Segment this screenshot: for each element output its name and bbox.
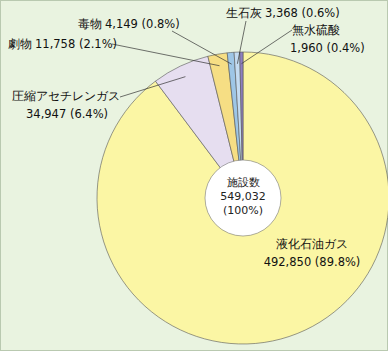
- center-text: 施設数: [227, 176, 260, 189]
- leader-line: [112, 44, 220, 66]
- slice-name: 液化石油ガス: [276, 237, 348, 251]
- slice-value: 1,960 (0.4%): [290, 41, 365, 55]
- center-text: 549,032: [220, 190, 266, 203]
- slice-name: 圧縮アセチレンガス: [12, 89, 120, 103]
- slice-name: 生石灰: [226, 6, 262, 20]
- leader-line: [120, 77, 185, 97]
- data-label: 劇物11,758 (2.1%): [8, 37, 117, 51]
- slice-value: 3,368 (0.6%): [265, 6, 340, 20]
- slice-name: 毒物: [78, 17, 102, 31]
- center-label: 施設数549,032(100%): [220, 176, 266, 217]
- data-label: 無水硫酸 1,960 (0.4%): [290, 23, 365, 55]
- leader-line: [241, 30, 292, 64]
- pie-slice: [97, 52, 388, 344]
- data-label: 圧縮アセチレンガス 34,947 (6.4%): [12, 89, 120, 121]
- data-label: 生石灰3,368 (0.6%): [226, 6, 340, 20]
- data-label: 液化石油ガス 492,850 (89.8%): [264, 237, 361, 269]
- slice-value: 4,149 (0.8%): [105, 17, 180, 31]
- slice-name: 劇物: [8, 37, 32, 51]
- slice-value: 34,947 (6.4%): [26, 107, 108, 121]
- slice-value: 11,758 (2.1%): [35, 37, 117, 51]
- center-disc: [205, 160, 281, 236]
- leader-line: [237, 21, 246, 64]
- chart: 施設数549,032(100%) 液化石油ガス 492,850 (89.8%) 圧縮ア…: [0, 0, 388, 351]
- slice-value: 492,850 (89.8%): [264, 255, 361, 269]
- slices: [97, 52, 388, 344]
- slice-name: 無水硫酸: [292, 23, 340, 37]
- data-label: 毒物4,149 (0.8%): [78, 17, 180, 31]
- center-text: (100%): [223, 204, 263, 217]
- leader-line: [172, 31, 232, 64]
